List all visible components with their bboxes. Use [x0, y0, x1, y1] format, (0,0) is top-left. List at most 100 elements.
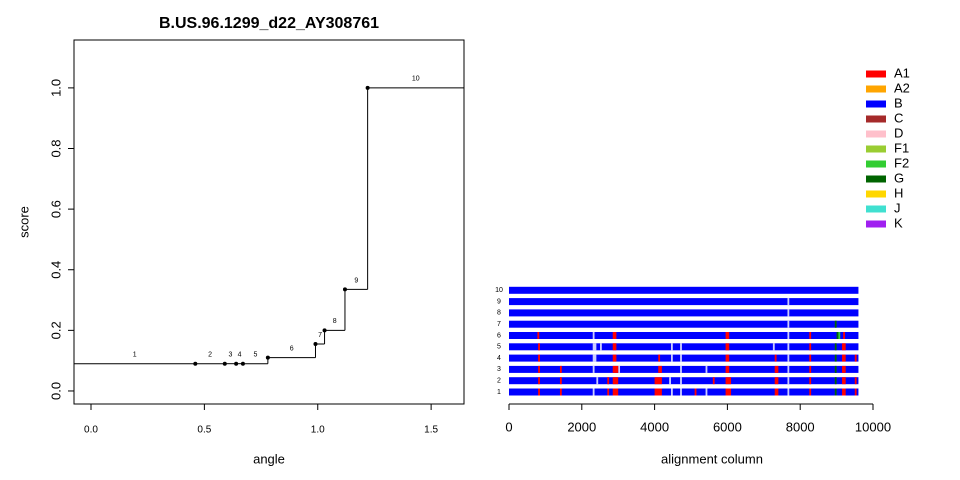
- alignment-bar: [509, 388, 859, 396]
- gap: [787, 377, 790, 385]
- y-tick-label: 0.2: [48, 321, 63, 339]
- subtype-segment: [538, 354, 540, 362]
- step-label: 5: [253, 352, 257, 359]
- legend-label: D: [894, 125, 903, 140]
- legend-label: C: [894, 110, 903, 125]
- subtype-segment: [809, 343, 812, 351]
- gap: [787, 354, 790, 362]
- subtype-segment: [842, 377, 846, 385]
- row-label: 9: [497, 298, 501, 305]
- subtype-segment: [834, 343, 837, 351]
- legend-label: A1: [894, 65, 910, 80]
- subtype-segment: [612, 343, 617, 351]
- row-label: 7: [497, 321, 501, 328]
- gap: [787, 320, 790, 328]
- row-label: 6: [497, 332, 501, 339]
- subtype-segment: [834, 354, 837, 362]
- subtype-segment: [809, 388, 812, 396]
- alignment-bar: [509, 286, 859, 294]
- legend-swatch: [866, 190, 886, 198]
- gap: [680, 354, 682, 362]
- subtype-segment: [612, 332, 617, 339]
- gap: [705, 365, 708, 373]
- subtype-segment: [612, 388, 619, 396]
- gap: [680, 377, 682, 385]
- subtype-segment: [612, 354, 617, 362]
- alignment-bar: [509, 377, 859, 385]
- legend-label: B: [894, 95, 903, 110]
- subtype-segment: [538, 377, 540, 385]
- alignment-bar: [509, 354, 859, 362]
- subtype-segment: [843, 332, 845, 339]
- gap: [592, 388, 595, 396]
- gap: [670, 388, 673, 396]
- step-label: 6: [290, 345, 294, 352]
- y-tick-label: 0.4: [48, 261, 63, 279]
- x-tick-label: 4000: [640, 419, 669, 434]
- subtype-segment: [834, 365, 837, 373]
- row-label: 3: [497, 366, 501, 373]
- subtype-segment: [725, 388, 732, 396]
- legend-label: K: [894, 215, 903, 230]
- x-axis-label: alignment column: [661, 451, 763, 466]
- gap: [787, 332, 790, 339]
- row-label: 5: [497, 344, 501, 351]
- x-tick-label: 1.5: [424, 425, 438, 436]
- subtype-segment: [612, 365, 619, 373]
- subtype-segment: [854, 388, 857, 396]
- step-label: 9: [354, 277, 358, 284]
- legend-label: J: [894, 200, 901, 215]
- legend-swatch: [866, 145, 886, 153]
- step-label: 1: [133, 352, 137, 359]
- alignment-bar: [509, 343, 859, 351]
- subtype-segment: [842, 343, 846, 351]
- legend-swatch: [866, 175, 886, 183]
- legend-swatch: [866, 220, 886, 228]
- subtype-segment: [834, 388, 837, 396]
- subtype-segment: [842, 354, 846, 362]
- subtype-segment: [658, 365, 662, 373]
- subtype-segment: [725, 332, 730, 339]
- gap: [670, 354, 673, 362]
- gap: [592, 343, 597, 351]
- alignment-bar: [509, 365, 859, 373]
- subtype-segment: [607, 377, 610, 385]
- subtype-segment: [774, 365, 779, 373]
- subtype-segment: [559, 377, 562, 385]
- gap: [592, 354, 597, 362]
- legend-swatch: [866, 70, 886, 78]
- gap: [592, 332, 595, 339]
- x-tick-label: 0.5: [197, 425, 211, 436]
- step-label: 7: [318, 332, 322, 339]
- subtype-segment: [836, 332, 839, 339]
- gap: [705, 388, 708, 396]
- subtype-segment: [725, 365, 730, 373]
- x-tick-label: 2000: [567, 419, 596, 434]
- legend-label: F2: [894, 155, 909, 170]
- x-tick-label: 1.0: [311, 425, 325, 436]
- alignment-bar: [509, 320, 859, 328]
- legend-swatch: [866, 85, 886, 93]
- x-tick-label: 10000: [855, 419, 891, 434]
- gap: [680, 343, 682, 351]
- subtype-segment: [809, 354, 812, 362]
- gap: [787, 365, 790, 373]
- subtype-segment: [774, 388, 779, 396]
- legend-swatch: [866, 115, 886, 123]
- step-label: 2: [208, 352, 212, 359]
- gap: [787, 298, 790, 306]
- subtype-segment: [774, 377, 779, 385]
- y-tick-label: 0.0: [48, 382, 63, 400]
- legend-swatch: [866, 100, 886, 108]
- subtype-segment: [559, 388, 562, 396]
- subtype-segment: [809, 377, 812, 385]
- gap: [600, 343, 602, 351]
- row-label: 1: [497, 389, 501, 396]
- gap: [670, 343, 673, 351]
- legend-label: G: [894, 170, 904, 185]
- legend-label: A2: [894, 80, 910, 95]
- step-label: 4: [238, 352, 242, 359]
- gap: [680, 365, 682, 373]
- subtype-segment: [774, 354, 777, 362]
